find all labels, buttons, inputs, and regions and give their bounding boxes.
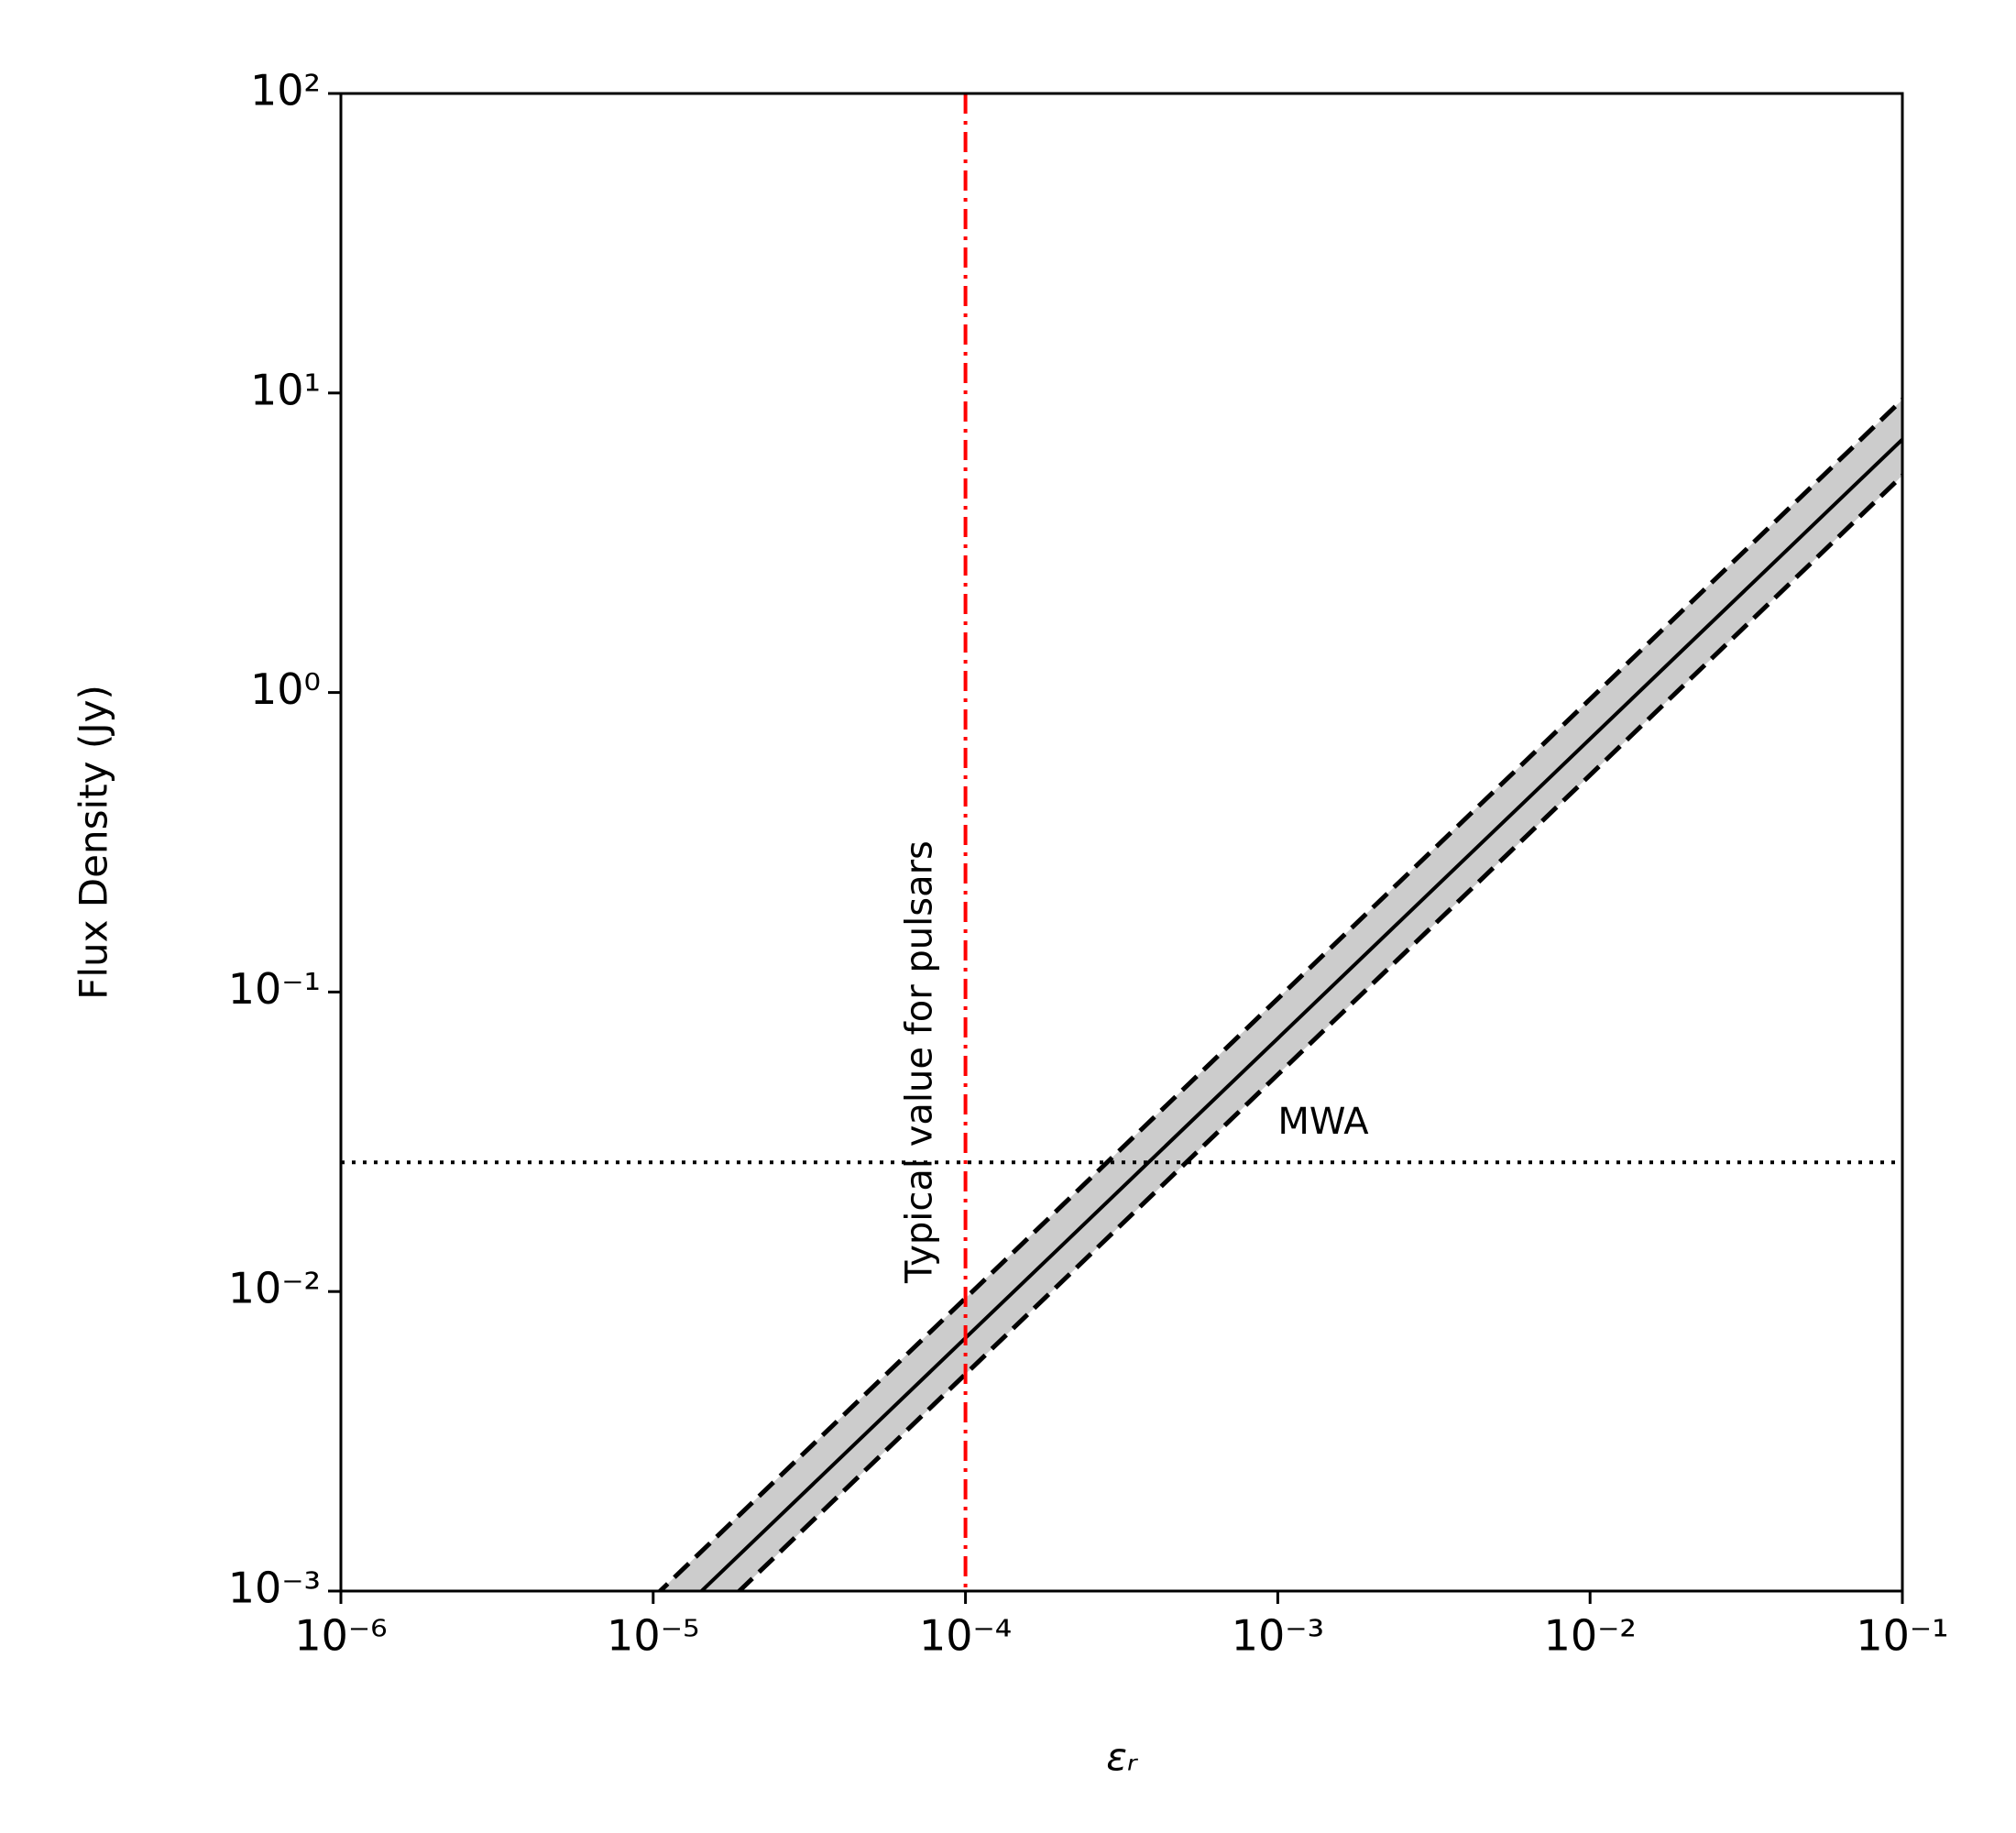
x-tick-label: 10⁻² bbox=[1544, 1611, 1637, 1661]
y-tick-label: 10¹ bbox=[250, 365, 321, 414]
x-tick-label: 10⁻⁶ bbox=[294, 1611, 387, 1661]
x-tick-label: 10⁻⁴ bbox=[919, 1611, 1012, 1661]
x-tick-label: 10⁻¹ bbox=[1856, 1611, 1948, 1661]
plot-area bbox=[341, 93, 1902, 1591]
series-line bbox=[698, 437, 1902, 1591]
series-line bbox=[736, 474, 1902, 1591]
x-tick-label: 10⁻⁵ bbox=[607, 1611, 699, 1661]
series-line bbox=[656, 398, 1902, 1591]
y-tick-label: 10⁻² bbox=[228, 1264, 321, 1313]
y-tick-label: 10⁰ bbox=[250, 664, 321, 714]
reference-label: MWA bbox=[1277, 1101, 1369, 1143]
y-tick-label: 10² bbox=[250, 66, 321, 115]
y-axis-label: Flux Density (Jy) bbox=[71, 685, 116, 1000]
reference-label: Typical value for pulsars bbox=[899, 840, 941, 1284]
axes-frame bbox=[339, 92, 1904, 1593]
x-axis-label: εᵣ bbox=[1106, 1735, 1139, 1780]
x-tick-label: 10⁻³ bbox=[1232, 1611, 1324, 1661]
y-tick-label: 10⁻³ bbox=[228, 1564, 321, 1613]
y-tick-label: 10⁻¹ bbox=[228, 964, 321, 1014]
